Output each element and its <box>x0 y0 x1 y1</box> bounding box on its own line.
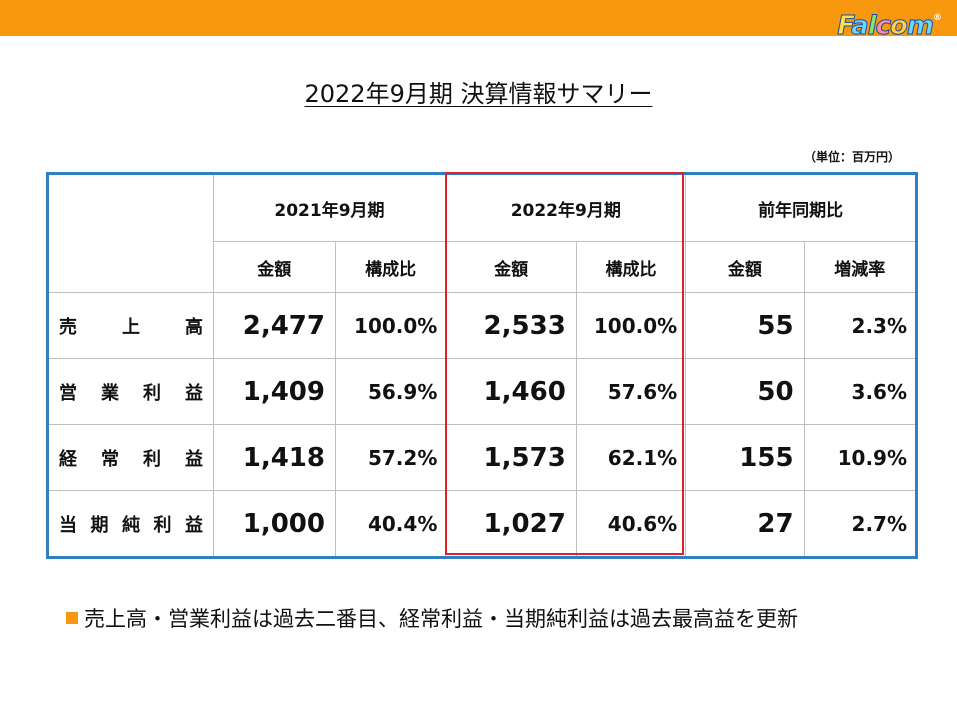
cell-value: 2,533 <box>445 292 577 359</box>
cell-value: 1,000 <box>212 490 336 558</box>
group-header-yoy: 前年同期比 <box>685 173 917 242</box>
row-label: 当期純利益 <box>47 490 214 558</box>
cell-value: 1,460 <box>445 358 577 425</box>
subheader-amount: 金額 <box>445 241 577 293</box>
sub-header-row: 金額 構成比 金額 構成比 金額 増減率 <box>48 241 918 293</box>
group-header-row: 2021年9月期 2022年9月期 前年同期比 <box>47 173 917 293</box>
cell-value: 2.3% <box>803 292 918 359</box>
falcom-logo[interactable]: Falcom® <box>837 11 942 41</box>
cell-value: 3.6% <box>803 358 918 425</box>
cell-value: 2.7% <box>803 490 918 558</box>
cell-value: 1,027 <box>445 490 577 558</box>
cell-value: 57.2% <box>334 424 447 491</box>
row-label: 経常利益 <box>47 424 214 491</box>
cell-value: 1,573 <box>445 424 577 491</box>
subheader-amount: 金額 <box>685 241 805 293</box>
cell-value: 1,418 <box>212 424 336 491</box>
cell-value: 100.0% <box>575 292 687 359</box>
cell-value: 2,477 <box>212 292 336 359</box>
cell-value: 40.6% <box>575 490 687 558</box>
header-bar <box>0 0 957 36</box>
group-header-2022: 2022年9月期 <box>445 173 687 242</box>
bullet-square-icon <box>66 612 78 624</box>
subheader-amount: 金額 <box>212 241 336 293</box>
row-label: 営業利益 <box>47 358 214 425</box>
cell-value: 1,409 <box>212 358 336 425</box>
cell-value: 56.9% <box>334 358 447 425</box>
cell-value: 10.9% <box>803 424 918 491</box>
table-row-net-sales: 売上高 2,477 100.0% 2,533 100.0% 55 2.3% <box>47 292 918 359</box>
summary-note: 売上高・営業利益は過去二番目、経常利益・当期純利益は過去最高益を更新 <box>66 605 798 633</box>
cell-value: 40.4% <box>334 490 447 558</box>
cell-value: 62.1% <box>575 424 687 491</box>
cell-value: 155 <box>685 424 805 491</box>
unit-label: （単位：百万円） <box>803 150 900 164</box>
table-row-ordinary-income: 経常利益 1,418 57.2% 1,573 62.1% 155 10.9% <box>47 424 918 491</box>
group-header-2021: 2021年9月期 <box>212 173 447 242</box>
table-row-net-income: 当期純利益 1,000 40.4% 1,027 40.6% 27 2.7% <box>47 490 918 558</box>
table-row-operating-income: 営業利益 1,409 56.9% 1,460 57.6% 50 3.6% <box>47 358 918 425</box>
cell-value: 57.6% <box>575 358 687 425</box>
registered-mark: ® <box>933 13 942 23</box>
cell-value: 27 <box>685 490 805 558</box>
subheader-change-rate: 増減率 <box>803 241 918 293</box>
cell-value: 50 <box>685 358 805 425</box>
page-title: 2022年9月期 決算情報サマリー <box>304 80 653 108</box>
cell-value: 55 <box>685 292 805 359</box>
subheader-ratio: 構成比 <box>334 241 447 293</box>
subheader-ratio: 構成比 <box>575 241 687 293</box>
cell-value: 100.0% <box>334 292 447 359</box>
financial-summary-table: 2021年9月期 2022年9月期 前年同期比 金額 構成比 金額 構成比 金額… <box>46 172 918 559</box>
row-label: 売上高 <box>47 292 214 359</box>
corner-cell <box>47 173 214 293</box>
